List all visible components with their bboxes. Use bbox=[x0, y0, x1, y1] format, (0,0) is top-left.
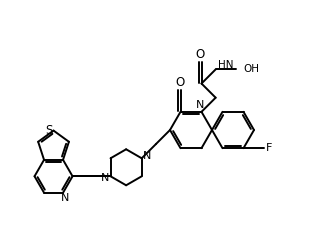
Text: F: F bbox=[266, 143, 273, 153]
Text: HN: HN bbox=[218, 60, 233, 70]
Text: O: O bbox=[195, 48, 204, 61]
Text: N: N bbox=[101, 173, 110, 183]
Text: S: S bbox=[45, 124, 52, 137]
Text: OH: OH bbox=[244, 64, 260, 74]
Text: N: N bbox=[61, 193, 69, 203]
Text: N: N bbox=[143, 151, 151, 161]
Text: N: N bbox=[196, 100, 205, 110]
Text: O: O bbox=[176, 76, 185, 89]
